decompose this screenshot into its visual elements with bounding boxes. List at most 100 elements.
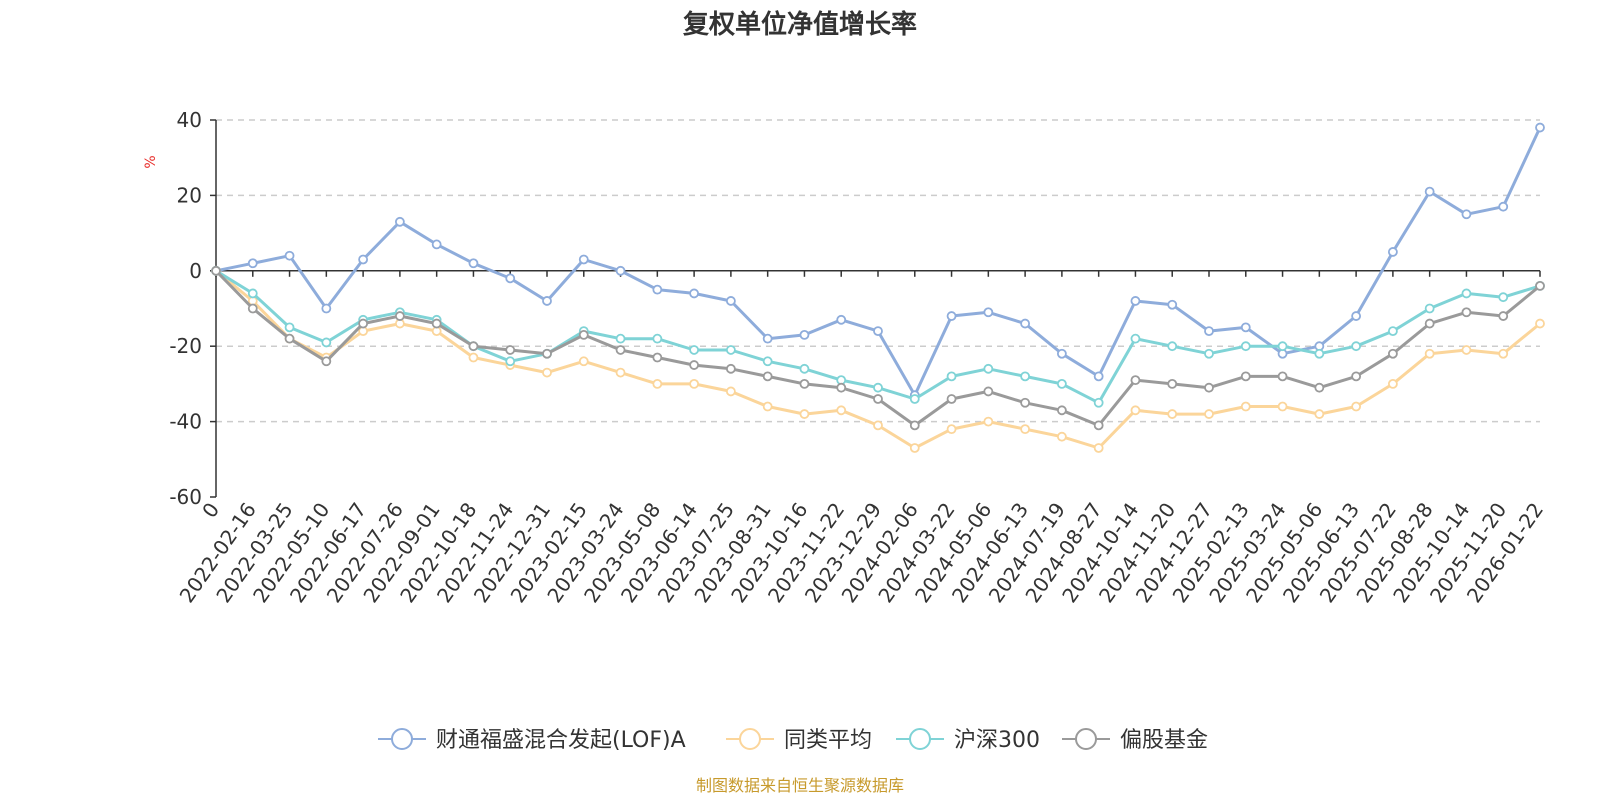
data-point — [505, 273, 516, 284]
data-point — [946, 371, 957, 382]
data-point — [725, 363, 736, 374]
data-point — [1020, 371, 1031, 382]
data-point — [762, 333, 773, 344]
data-point — [1277, 341, 1288, 352]
data-point — [983, 307, 994, 318]
data-point — [358, 318, 369, 329]
data-point — [1424, 186, 1435, 197]
data-point — [431, 239, 442, 250]
legend-label: 财通福盛混合发起(LOF)A — [436, 728, 686, 753]
legend-item[interactable]: 财通福盛混合发起(LOF)A — [378, 728, 686, 753]
series-3 — [211, 265, 1545, 431]
data-point — [873, 420, 883, 431]
data-point — [468, 352, 479, 363]
data-point — [873, 394, 883, 404]
data-point — [1498, 292, 1509, 303]
data-point — [1277, 401, 1288, 412]
data-point — [1351, 371, 1362, 382]
data-point — [1424, 303, 1435, 314]
data-point — [1461, 288, 1472, 299]
data-point — [983, 416, 994, 427]
data-point — [1130, 333, 1141, 344]
legend-item[interactable]: 沪深300 — [896, 728, 1040, 753]
data-point — [1167, 378, 1178, 389]
data-point — [321, 303, 332, 314]
data-point — [1240, 341, 1251, 352]
legend[interactable]: 财通福盛混合发起(LOF)A 同类平均 沪深300 偏股基金 — [378, 728, 1208, 753]
data-point — [394, 311, 405, 321]
data-point — [247, 303, 258, 314]
data-point — [652, 378, 663, 389]
data-point — [321, 337, 332, 348]
y-tick-label: -20 — [169, 334, 202, 358]
series-1 — [211, 265, 1545, 453]
data-point — [284, 322, 295, 333]
data-point — [1204, 409, 1214, 419]
data-point — [983, 363, 994, 374]
series-lines — [211, 122, 1545, 453]
data-point — [1351, 401, 1362, 412]
data-point — [542, 367, 552, 378]
data-point — [909, 394, 920, 404]
series-2 — [211, 265, 1545, 408]
series-line — [214, 126, 1542, 397]
data-point — [1387, 247, 1398, 257]
data-point — [468, 341, 479, 352]
data-point — [689, 378, 700, 389]
data-point — [615, 265, 626, 276]
data-point — [799, 409, 810, 419]
data-point — [542, 296, 552, 306]
data-point — [578, 329, 589, 340]
series-0 — [211, 122, 1545, 401]
data-point — [468, 258, 479, 269]
data-point — [1498, 201, 1509, 212]
data-point — [1130, 375, 1141, 386]
data-point — [1387, 348, 1398, 359]
data-point — [873, 382, 883, 393]
data-point — [946, 394, 957, 404]
legend-marker-icon — [391, 728, 413, 750]
data-point — [1314, 348, 1325, 359]
data-point — [762, 356, 773, 367]
data-point — [689, 345, 700, 355]
data-point — [578, 356, 589, 367]
data-point — [1387, 326, 1398, 337]
data-point — [946, 424, 957, 435]
data-point — [1056, 405, 1067, 416]
data-point — [615, 345, 626, 355]
legend-label: 同类平均 — [784, 728, 872, 753]
data-point — [1498, 311, 1509, 321]
legend-marker-icon — [909, 728, 931, 750]
data-point — [1535, 122, 1545, 133]
data-point — [284, 333, 295, 344]
data-point — [1167, 299, 1178, 310]
data-point — [1535, 280, 1545, 291]
data-point — [615, 333, 626, 344]
data-point — [1461, 307, 1472, 318]
data-source-note: 制图数据来自恒生聚源数据库 — [696, 776, 904, 795]
data-point — [873, 326, 883, 337]
data-point — [578, 254, 589, 265]
data-point — [1056, 348, 1067, 359]
data-point — [1093, 443, 1104, 453]
data-point — [836, 405, 847, 416]
data-point — [505, 345, 516, 355]
data-point — [1535, 318, 1545, 329]
data-point — [284, 250, 295, 261]
data-point — [689, 360, 700, 370]
data-point — [652, 333, 663, 344]
data-point — [1240, 371, 1251, 382]
legend-marker-icon — [1075, 728, 1097, 750]
data-point — [1167, 409, 1178, 419]
data-point — [394, 216, 405, 227]
data-point — [1277, 371, 1288, 382]
legend-label: 沪深300 — [954, 728, 1040, 753]
data-point — [1424, 348, 1435, 359]
data-point — [725, 345, 736, 355]
data-point — [909, 443, 920, 453]
data-point — [1093, 420, 1104, 431]
legend-item[interactable]: 同类平均 — [726, 728, 872, 753]
legend-item[interactable]: 偏股基金 — [1062, 728, 1208, 753]
data-point — [1314, 409, 1325, 419]
